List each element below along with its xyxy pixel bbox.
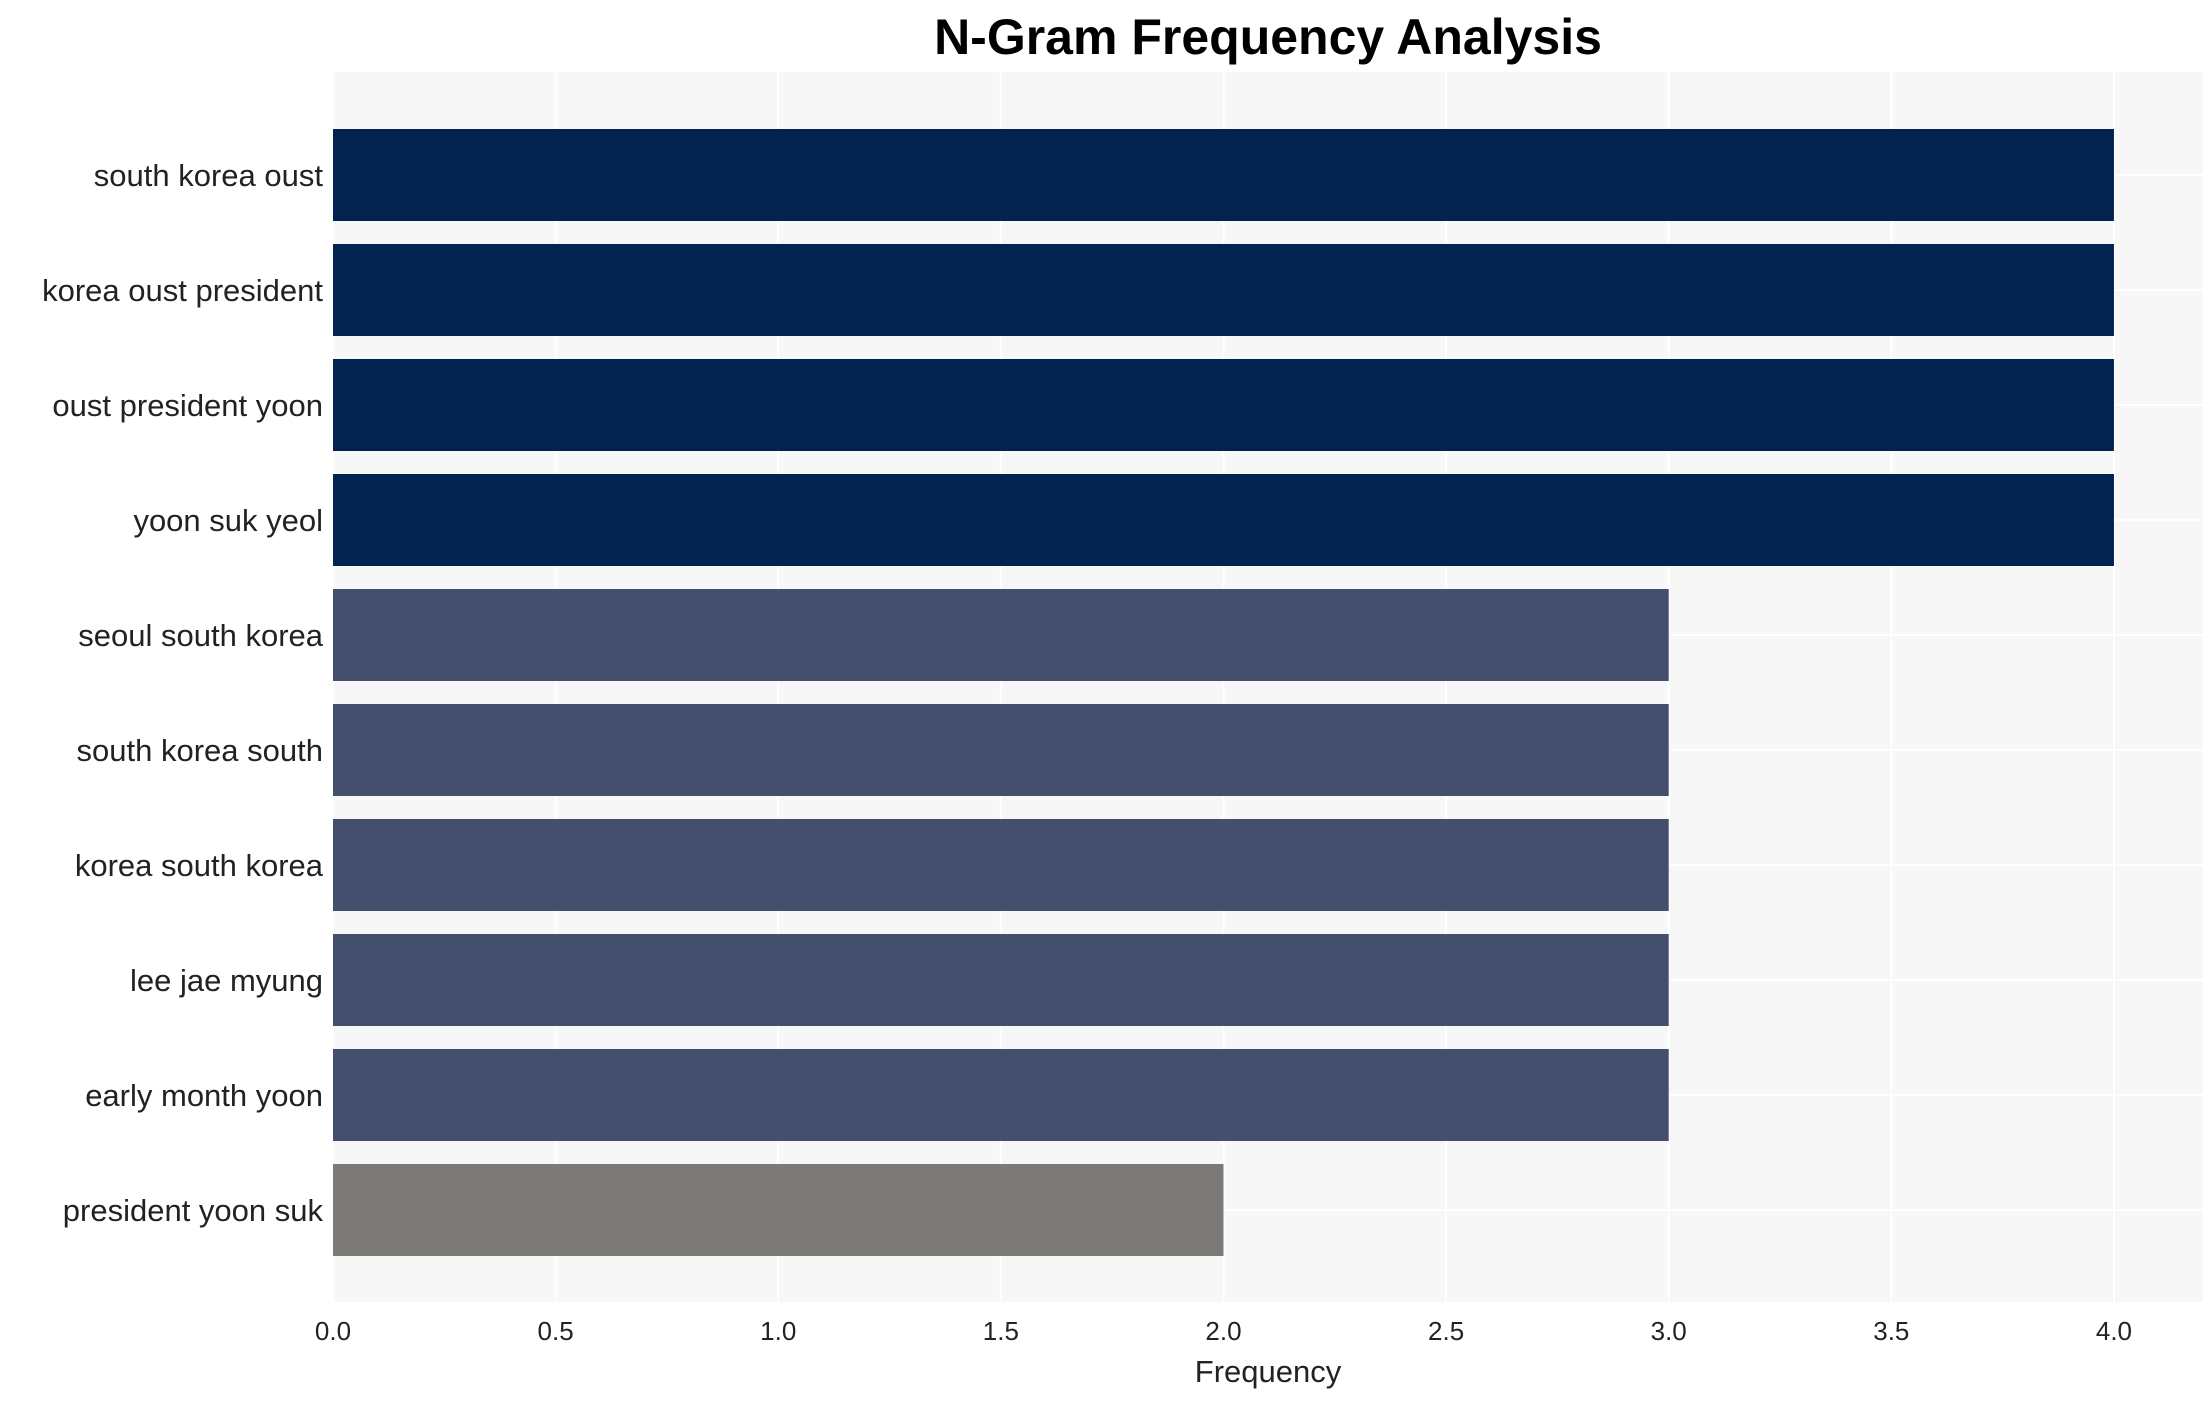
chart-title: N-Gram Frequency Analysis [934, 9, 1602, 65]
bar-south-korea-oust [333, 129, 2114, 221]
bar-south-korea-south [333, 704, 1669, 796]
x-tick-label: 4.0 [2096, 1316, 2132, 1346]
category-label: lee jae myung [130, 963, 323, 998]
x-tick-label: 2.5 [1428, 1316, 1464, 1346]
bar-korea-south-korea [333, 819, 1669, 911]
x-tick-label: 2.0 [1205, 1316, 1241, 1346]
x-tick-label: 0.0 [315, 1316, 351, 1346]
category-label: south korea oust [94, 158, 324, 193]
bar-yoon-suk-yeol [333, 474, 2114, 566]
bar-lee-jae-myung [333, 934, 1669, 1026]
category-label: south korea south [77, 733, 323, 768]
bar-korea-oust-president [333, 244, 2114, 336]
x-tick-label: 1.0 [760, 1316, 796, 1346]
x-axis-title: Frequency [1195, 1354, 1342, 1389]
category-label: korea oust president [42, 273, 323, 308]
x-tick-labels: 0.0 0.5 1.0 1.5 2.0 2.5 3.0 3.5 4.0 [315, 1316, 2132, 1346]
category-label: president yoon suk [63, 1193, 324, 1228]
category-labels: south korea oust korea oust president oust… [42, 158, 324, 1228]
category-label: korea south korea [75, 848, 324, 883]
x-tick-label: 0.5 [538, 1316, 574, 1346]
bar-president-yoon-suk [333, 1164, 1224, 1256]
category-label: oust president yoon [52, 388, 323, 423]
x-tick-label: 1.5 [983, 1316, 1019, 1346]
bars [333, 129, 2114, 1256]
bar-oust-president-yoon [333, 359, 2114, 451]
x-tick-label: 3.0 [1651, 1316, 1687, 1346]
bar-early-month-yoon [333, 1049, 1669, 1141]
bar-seoul-south-korea [333, 589, 1669, 681]
category-label: yoon suk yeol [133, 503, 323, 538]
category-label: seoul south korea [78, 618, 323, 653]
category-label: early month yoon [85, 1078, 323, 1113]
x-tick-label: 3.5 [1873, 1316, 1909, 1346]
